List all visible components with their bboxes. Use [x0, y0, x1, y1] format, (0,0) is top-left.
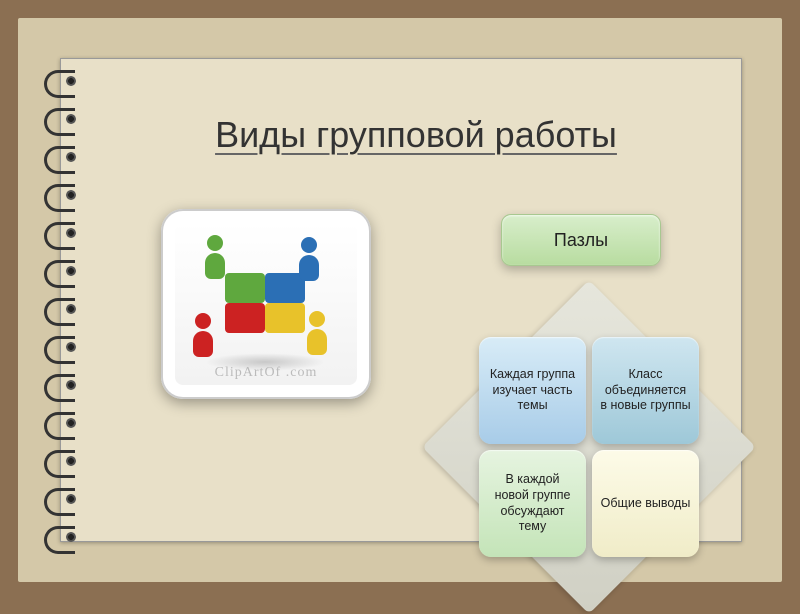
- binding-ring: [44, 486, 82, 512]
- slide-paper: Виды групповой работы ClipArtOf .com Паз…: [60, 58, 742, 542]
- binding-ring: [44, 410, 82, 436]
- person-blue: [295, 237, 323, 287]
- binding-ring: [44, 258, 82, 284]
- card-4: Общие выводы: [592, 450, 699, 557]
- binding-ring: [44, 372, 82, 398]
- clipart-frame: ClipArtOf .com: [161, 209, 371, 399]
- binding-ring: [44, 182, 82, 208]
- binding-ring: [44, 106, 82, 132]
- person-green: [201, 235, 229, 285]
- quad-diagram: Каждая группа изучает часть темы Класс о…: [421, 299, 761, 599]
- binding-ring: [44, 448, 82, 474]
- clipart-image: ClipArtOf .com: [175, 223, 357, 385]
- binding-ring: [44, 524, 82, 550]
- binding-ring: [44, 296, 82, 322]
- binding-ring: [44, 220, 82, 246]
- card-1: Каждая группа изучает часть темы: [479, 337, 586, 444]
- person-red: [189, 313, 217, 363]
- card-3: В каждой новой группе обсуждают тему: [479, 450, 586, 557]
- card-2-text: Класс объединяется в новые группы: [600, 367, 691, 414]
- label-pazly: Пазлы: [501, 214, 661, 266]
- card-3-text: В каждой новой группе обсуждают тему: [487, 472, 578, 535]
- binding-ring: [44, 68, 82, 94]
- binding-ring: [44, 144, 82, 170]
- slide-title: Виды групповой работы: [141, 114, 691, 156]
- card-4-text: Общие выводы: [601, 496, 691, 512]
- card-2: Класс объединяется в новые группы: [592, 337, 699, 444]
- slide-mat: Виды групповой работы ClipArtOf .com Паз…: [18, 18, 782, 582]
- person-yellow: [303, 311, 331, 361]
- label-pazly-text: Пазлы: [554, 230, 608, 251]
- watermark-text: ClipArtOf .com: [175, 365, 357, 381]
- card-1-text: Каждая группа изучает часть темы: [487, 367, 578, 414]
- puzzle-pieces: [225, 273, 305, 333]
- binding-ring: [44, 334, 82, 360]
- spiral-binding: [44, 68, 82, 550]
